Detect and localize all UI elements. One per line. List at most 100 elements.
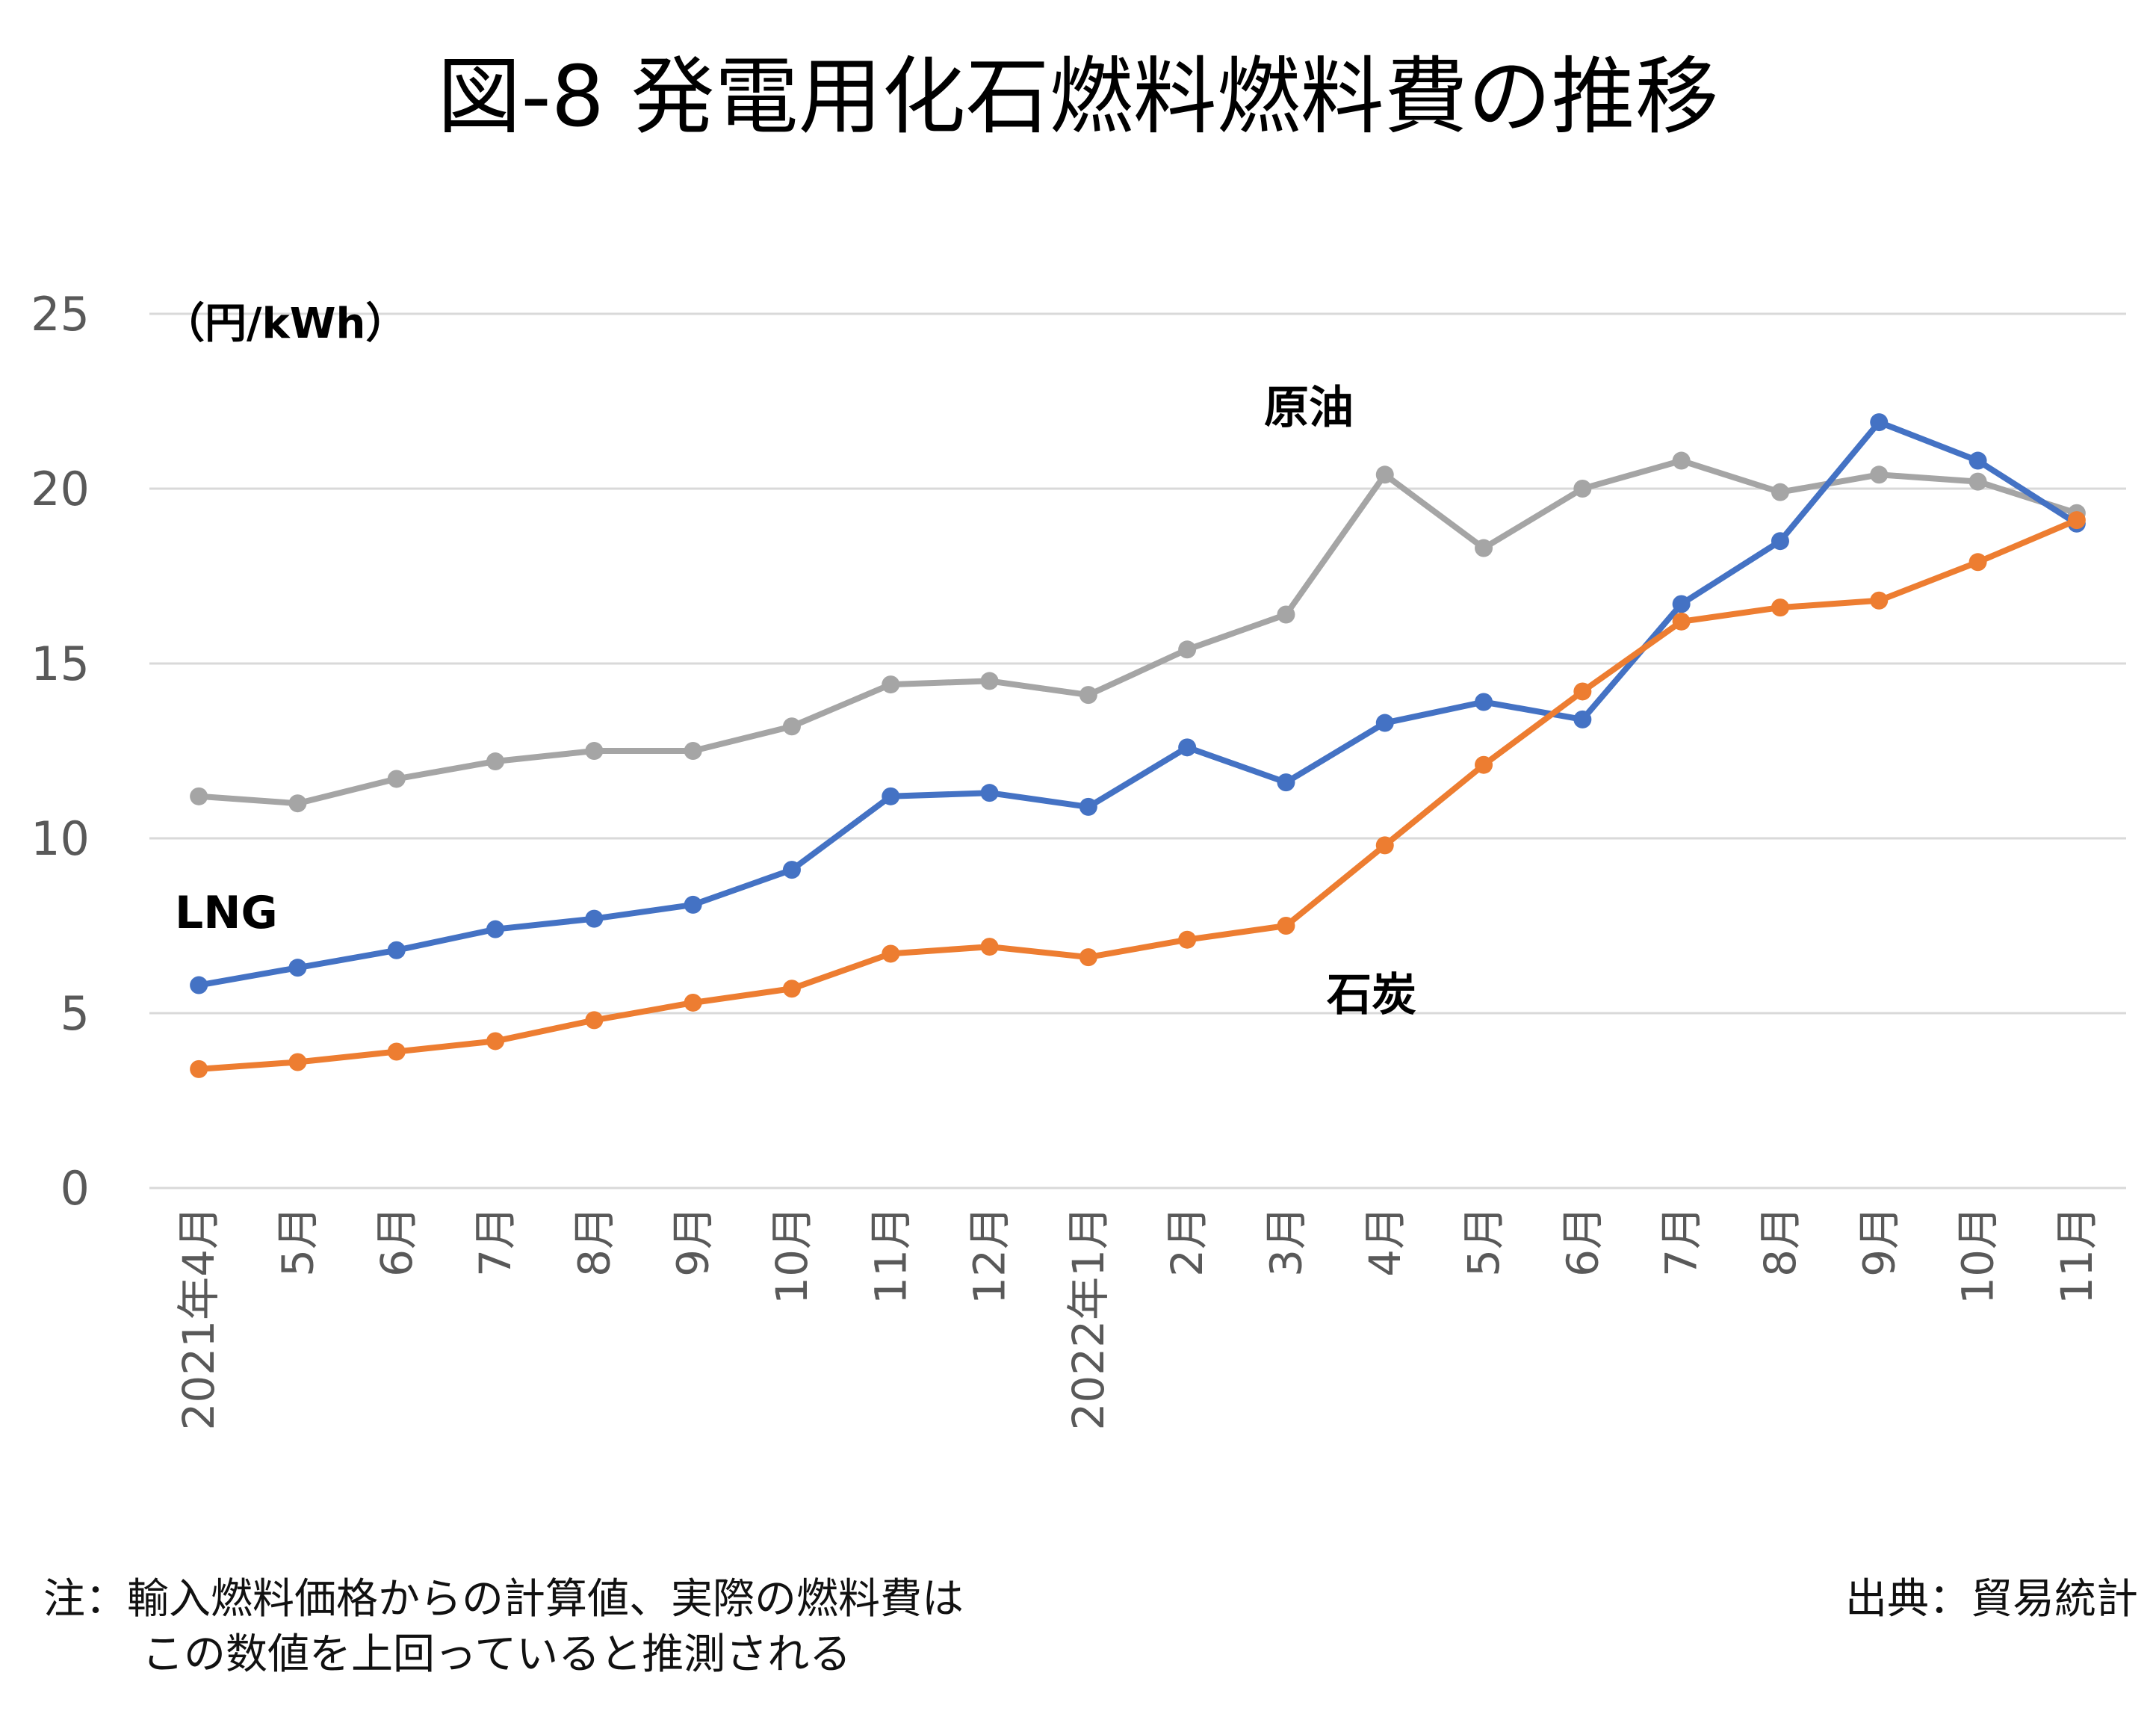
series-label-lng: LNG <box>175 887 278 939</box>
series-label-crude: 原油 <box>1264 382 1354 434</box>
data-point <box>190 1059 208 1078</box>
x-axis-ticks: 2021年4月 5月 6月 7月 8月 9月 10月 11月 12月 2022年1月 2月 3月 4月 5… <box>173 1206 2102 1431</box>
y-tick-label: 15 <box>31 637 90 691</box>
y-tick-label: 5 <box>61 986 90 1041</box>
data-point <box>486 920 505 938</box>
x-tick-label: 2月 <box>1162 1206 1212 1277</box>
data-point <box>1475 755 1493 774</box>
data-point <box>1573 710 1592 728</box>
series-line <box>196 457 2080 807</box>
data-point <box>1870 465 1889 484</box>
data-point <box>1277 605 1295 624</box>
x-tick-label: 6月 <box>1557 1206 1608 1277</box>
data-point <box>585 909 604 928</box>
data-point <box>190 976 208 994</box>
data-point <box>1079 797 1097 816</box>
x-tick-label: 4月 <box>1360 1206 1410 1277</box>
chart-title: 図-8 発電用化石燃料燃料費の推移 <box>437 49 1719 146</box>
x-tick-label: 5月 <box>272 1206 323 1277</box>
x-tick-label: 9月 <box>668 1206 719 1277</box>
x-tick-label: 9月 <box>1853 1206 1904 1277</box>
series-2 <box>190 511 2086 1078</box>
x-tick-label: 10月 <box>1953 1206 2004 1305</box>
series-label-coal: 石炭 <box>1327 969 1416 1021</box>
data-point <box>1079 686 1097 705</box>
data-point <box>882 787 900 805</box>
data-point <box>1277 917 1295 935</box>
data-point <box>1375 465 1394 484</box>
data-point <box>980 784 999 802</box>
data-point <box>1475 693 1493 711</box>
data-point <box>782 717 801 736</box>
data-point <box>1475 539 1493 557</box>
data-point <box>1079 948 1097 967</box>
data-point <box>1870 413 1889 432</box>
data-point <box>1771 532 1789 551</box>
data-point <box>684 895 702 914</box>
data-point <box>882 675 900 694</box>
data-point <box>1771 598 1789 617</box>
data-point <box>980 938 999 956</box>
data-point <box>1178 930 1197 949</box>
grid-lines <box>149 312 2126 1189</box>
x-tick-label: 8月 <box>569 1206 619 1277</box>
footnote: 注：輸入燃料価格からの計算値、実際の燃料費は この数値を上回っていると推測される <box>43 1572 964 1683</box>
data-point <box>1277 773 1295 792</box>
data-point <box>1771 483 1789 501</box>
x-tick-label: 11月 <box>2051 1206 2102 1305</box>
x-tick-label: 8月 <box>1755 1206 1806 1277</box>
data-point <box>684 742 702 760</box>
y-axis-unit-label: （円/kWh） <box>163 300 407 348</box>
data-point <box>585 1011 604 1030</box>
data-point <box>585 742 604 760</box>
series-line <box>196 517 2080 1072</box>
x-tick-label: 5月 <box>1458 1206 1509 1277</box>
data-point <box>1573 682 1592 701</box>
data-point <box>782 861 801 879</box>
data-point <box>1870 591 1889 610</box>
footnote-line-2: この数値を上回っていると推測される <box>142 1630 852 1679</box>
series-0 <box>190 451 2086 813</box>
y-tick-label: 25 <box>31 287 90 341</box>
x-tick-label: 12月 <box>964 1206 1015 1305</box>
data-point <box>1375 836 1394 855</box>
data-point <box>684 993 702 1012</box>
data-point <box>1375 714 1394 732</box>
y-tick-label: 10 <box>31 811 90 866</box>
series-lines <box>190 413 2086 1078</box>
data-point <box>486 752 505 771</box>
data-point <box>1178 738 1197 757</box>
data-point <box>486 1032 505 1051</box>
data-point <box>1178 640 1197 659</box>
series-1 <box>190 413 2086 994</box>
data-point <box>1672 451 1691 470</box>
x-tick-label: 11月 <box>865 1206 916 1305</box>
data-point <box>288 1053 307 1071</box>
data-point <box>387 941 406 959</box>
data-point <box>1672 595 1691 613</box>
footnote-line-1: 注：輸入燃料価格からの計算値、実際の燃料費は <box>43 1575 964 1624</box>
source-note: 出典：貿易統計 <box>1845 1575 2138 1624</box>
data-point <box>980 672 999 690</box>
x-tick-label: 2022年1月 <box>1063 1206 1114 1431</box>
y-tick-label: 20 <box>31 462 90 516</box>
x-tick-label: 6月 <box>371 1206 422 1277</box>
data-point <box>1968 553 1987 572</box>
data-point <box>782 980 801 998</box>
x-tick-label: 7月 <box>1656 1206 1707 1277</box>
x-tick-label: 10月 <box>766 1206 817 1305</box>
data-point <box>1672 612 1691 631</box>
x-tick-label: 2021年4月 <box>173 1206 224 1431</box>
series-line <box>196 419 2080 989</box>
y-axis-ticks: 0 5 10 15 20 25 <box>31 287 90 1216</box>
data-point <box>1573 480 1592 498</box>
x-tick-label: 3月 <box>1260 1206 1311 1277</box>
data-point <box>190 787 208 805</box>
data-point <box>2067 511 2086 530</box>
data-point <box>288 959 307 977</box>
x-tick-label: 7月 <box>470 1206 521 1277</box>
data-point <box>387 770 406 788</box>
data-point <box>1968 472 1987 491</box>
data-point <box>387 1042 406 1061</box>
